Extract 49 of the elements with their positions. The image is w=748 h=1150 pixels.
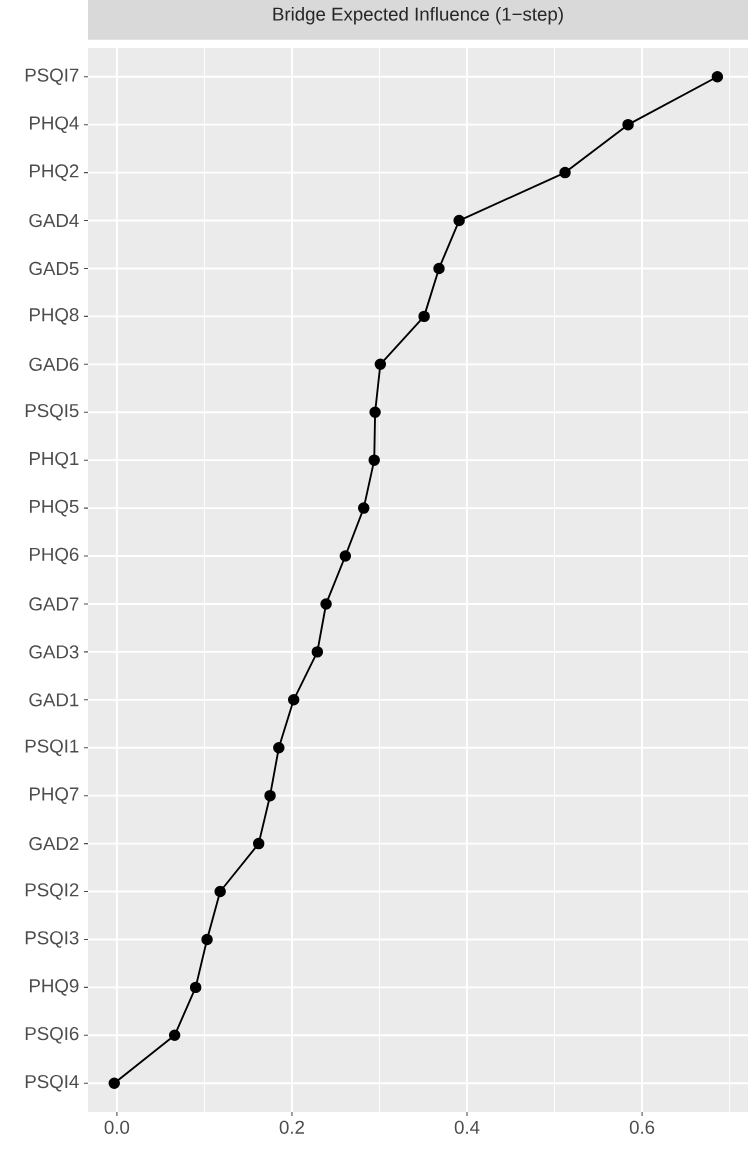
- y-tick-label: PHQ5: [29, 499, 79, 517]
- point: [320, 598, 332, 610]
- point: [252, 837, 265, 850]
- point: [189, 981, 202, 994]
- chart-title: Bridge Expected Influence (1−step): [273, 7, 563, 25]
- point: [711, 71, 724, 83]
- y-tick-label: PSQI5: [25, 403, 79, 421]
- y-tick-label: PSQI6: [25, 1027, 79, 1044]
- point: [357, 502, 370, 514]
- point: [311, 646, 324, 658]
- y-tick-label: PHQ1: [29, 451, 79, 469]
- y-tick-label: GAD4: [29, 213, 79, 228]
- y-tick-label: GAD2: [29, 836, 79, 851]
- y-tick-label: PHQ4: [29, 116, 79, 133]
- point: [622, 118, 634, 131]
- point: [433, 262, 445, 275]
- x-tick-label: 0.6: [629, 1120, 655, 1134]
- point: [201, 933, 213, 946]
- y-tick-label: PHQ6: [29, 547, 79, 565]
- y-tick-label: GAD1: [29, 693, 79, 707]
- y-tick-label: GAD6: [29, 357, 79, 371]
- point: [453, 214, 465, 227]
- y-tick-label: PHQ2: [29, 164, 79, 181]
- point: [339, 550, 352, 562]
- y-tick-label: PSQI7: [25, 68, 79, 86]
- point: [287, 694, 300, 706]
- point: [108, 1077, 120, 1089]
- y-tick-label: PHQ7: [29, 787, 79, 804]
- x-tick-label: 0.4: [454, 1120, 480, 1134]
- y-tick-label: PSQI3: [25, 931, 79, 948]
- y-tick-label: PSQI4: [25, 1074, 79, 1092]
- point: [273, 742, 285, 754]
- point: [264, 789, 276, 802]
- point: [214, 885, 226, 898]
- y-tick-label: PHQ8: [29, 308, 79, 325]
- y-tick-label: PSQI2: [25, 883, 79, 900]
- point: [368, 454, 380, 466]
- x-tick-label: 0.0: [104, 1120, 130, 1134]
- point: [369, 406, 381, 418]
- point: [418, 310, 430, 323]
- y-tick-label: GAD7: [29, 597, 79, 611]
- y-tick-label: PHQ9: [29, 979, 79, 996]
- y-tick-label: GAD3: [29, 645, 79, 659]
- point: [374, 358, 387, 371]
- point: [559, 166, 571, 179]
- y-tick-label: GAD5: [29, 261, 79, 276]
- x-tick-label: 0.2: [279, 1120, 304, 1134]
- y-tick-label: PSQI1: [25, 739, 79, 757]
- point: [168, 1029, 181, 1042]
